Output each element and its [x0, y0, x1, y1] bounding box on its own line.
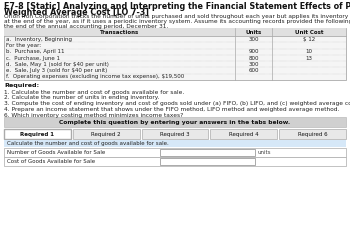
- Bar: [73, 129, 140, 139]
- Text: Required 6: Required 6: [298, 131, 327, 136]
- Text: d.  Sale, May 1 (sold for $40 per unit): d. Sale, May 1 (sold for $40 per unit): [6, 62, 109, 67]
- Text: 300: 300: [248, 62, 259, 67]
- Text: 900: 900: [248, 49, 259, 54]
- Bar: [4, 28, 346, 36]
- Bar: [4, 140, 346, 147]
- Bar: [160, 158, 255, 165]
- Text: f.  Operating expenses (excluding income tax expense), $19,500: f. Operating expenses (excluding income …: [6, 74, 184, 79]
- Text: Weighted Average Cost [LO 7-3]: Weighted Average Cost [LO 7-3]: [4, 8, 149, 17]
- Text: Required 3: Required 3: [160, 131, 190, 136]
- Text: units: units: [258, 150, 272, 155]
- Text: 2. Calculate the number of units in ending inventory.: 2. Calculate the number of units in endi…: [4, 95, 159, 100]
- Text: 10: 10: [306, 49, 313, 54]
- Bar: [4, 117, 346, 127]
- Bar: [210, 129, 277, 139]
- Bar: [4, 129, 71, 139]
- Text: 4. Prepare an income statement that shows under the FIFO method, LIFO method and: 4. Prepare an income statement that show…: [4, 107, 340, 112]
- Text: Orion Iron Corporation tracks the number of units purchased and sold throughout : Orion Iron Corporation tracks the number…: [4, 14, 350, 19]
- Text: c.  Purchase, June 1: c. Purchase, June 1: [6, 56, 60, 61]
- Bar: [4, 28, 346, 80]
- Bar: [142, 129, 208, 139]
- Text: e.  Sale, July 3 (sold for $40 per unit): e. Sale, July 3 (sold for $40 per unit): [6, 68, 107, 73]
- Text: 6. Which inventory costing method minimizes income taxes?: 6. Which inventory costing method minimi…: [4, 113, 183, 118]
- Text: 600: 600: [248, 68, 259, 73]
- Text: 300: 300: [248, 37, 259, 42]
- Text: Units: Units: [245, 29, 262, 35]
- Text: Required 1: Required 1: [20, 131, 54, 136]
- Text: Calculate the number and cost of goods available for sale.: Calculate the number and cost of goods a…: [7, 141, 169, 146]
- Text: Required 2: Required 2: [91, 131, 121, 136]
- Text: Number of Goods Available for Sale: Number of Goods Available for Sale: [7, 150, 105, 155]
- Text: a.  Inventory, Beginning: a. Inventory, Beginning: [6, 37, 72, 42]
- Text: at the end of the year, as if it uses a periodic inventory system. Assume its ac: at the end of the year, as if it uses a …: [4, 19, 350, 24]
- Text: Required:: Required:: [4, 83, 39, 88]
- Text: E7-8 [Static] Analyzing and Interpreting the Financial Statement Effects of Peri: E7-8 [Static] Analyzing and Interpreting…: [4, 2, 350, 11]
- Text: Complete this question by entering your answers in the tabs below.: Complete this question by entering your …: [60, 120, 290, 124]
- Text: Unit Cost: Unit Cost: [295, 29, 323, 35]
- Text: Transactions: Transactions: [100, 29, 139, 35]
- Text: Required 4: Required 4: [229, 131, 259, 136]
- Text: For the year:: For the year:: [6, 43, 41, 48]
- Text: Cost of Goods Available for Sale: Cost of Goods Available for Sale: [7, 159, 95, 164]
- Text: 3. Compute the cost of ending inventory and cost of goods sold under (a) FIFO, (: 3. Compute the cost of ending inventory …: [4, 101, 350, 106]
- Text: b.  Purchase, April 11: b. Purchase, April 11: [6, 49, 64, 54]
- Text: 800: 800: [248, 56, 259, 61]
- Text: the end of the annual accounting period, December 31.: the end of the annual accounting period,…: [4, 24, 168, 29]
- Bar: [160, 149, 255, 156]
- Bar: [4, 157, 346, 166]
- Text: $ 12: $ 12: [303, 37, 315, 42]
- Bar: [279, 129, 346, 139]
- Text: 1. Calculate the number and cost of goods available for sale.: 1. Calculate the number and cost of good…: [4, 89, 184, 95]
- Text: 13: 13: [306, 56, 313, 61]
- Bar: [4, 148, 346, 157]
